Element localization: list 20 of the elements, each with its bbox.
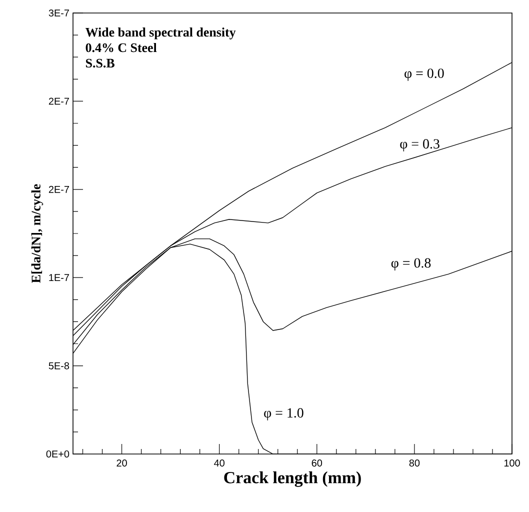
y-axis-title: E[da/dN], m/cycle [31,184,44,283]
y-tick-label: 1E-7 [49,274,69,282]
series-label: φ = 1.0 [264,408,304,420]
annotation: S.S.B [86,58,114,68]
y-tick-label: 2E-7 [48,186,69,193]
x-axis-title: Crack length (mm) [224,471,361,487]
y-tick-label: 3E-7 [48,9,69,17]
x-tick-label: 80 [409,460,420,467]
series-label: φ = 0.8 [391,258,431,270]
annotation: 0.4% C Steel [86,42,157,52]
series-label: φ = 0.0 [404,68,444,81]
x-tick-label: 20 [116,460,127,467]
y-tick-label: 2E-7 [48,98,69,105]
x-tick-label: 100 [504,460,520,467]
annotation: Wide band spectral density [85,28,236,40]
x-tick-label: 40 [214,460,224,467]
x-tick-label: 60 [312,460,322,467]
y-tick-label: 5E-8 [48,362,70,370]
series-label: φ = 0.3 [400,139,440,152]
y-tick-label: 0E+0 [46,450,70,458]
